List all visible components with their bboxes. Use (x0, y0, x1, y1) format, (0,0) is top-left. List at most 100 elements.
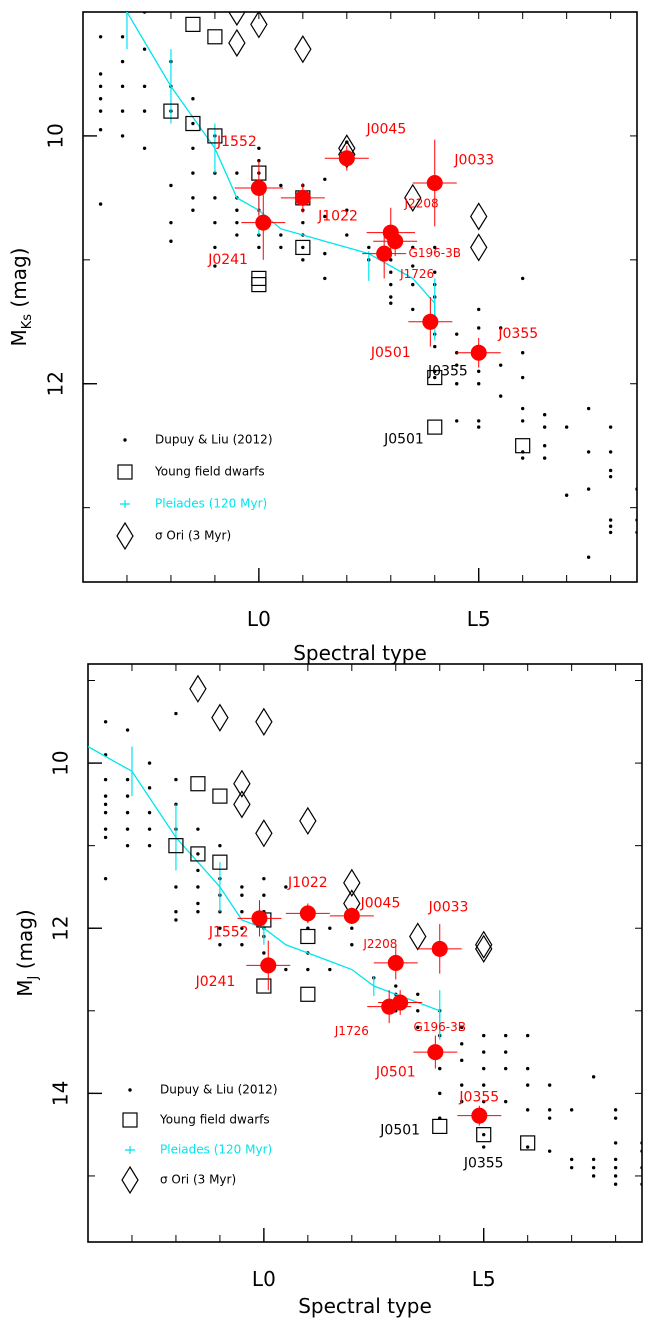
field-dwarf-point (213, 264, 217, 268)
field-dwarf-point (640, 1141, 642, 1145)
sigma-ori-diamond (233, 769, 251, 798)
field-dwarf-point (103, 794, 108, 798)
field-dwarf-point (608, 474, 613, 479)
target-label: J0355 (497, 326, 538, 342)
young-field-dwarf-square (295, 239, 311, 256)
field-dwarf-point (257, 245, 261, 250)
legend-label: Pleiades (120 Myr) (155, 497, 267, 511)
field-dwarf-point (455, 363, 459, 367)
field-dwarf-point (196, 885, 200, 889)
field-dwarf-point (591, 1157, 596, 1162)
field-dwarf-point (218, 843, 222, 848)
plot-frame (87, 663, 643, 1243)
sigma-ori-diamond (189, 674, 207, 703)
field-dwarf-point (411, 307, 415, 312)
field-dwarf-point (613, 1157, 618, 1162)
field-dwarf-point (142, 47, 147, 51)
field-dwarf-point (394, 984, 398, 988)
field-dwarf-point (142, 109, 147, 113)
field-dwarf-point (218, 926, 222, 930)
field-dwarf-point (240, 943, 244, 947)
target-point (427, 1044, 444, 1061)
field-dwarf-point (477, 382, 481, 386)
field-dwarf-point (147, 786, 152, 790)
target-point (299, 905, 316, 922)
field-dwarf-point (147, 827, 152, 831)
field-dwarf-point (284, 967, 288, 972)
target-label: J0241 (195, 974, 236, 990)
target-label: J2208 (362, 937, 397, 951)
field-dwarf-point (98, 202, 103, 206)
field-dwarf-point (477, 419, 481, 423)
field-dwarf-point (279, 183, 283, 188)
sigma-ori-diamond (475, 930, 493, 959)
field-dwarf-point (125, 810, 130, 815)
x-axis-label: Spectral type (293, 641, 427, 665)
target-label: J0045 (365, 122, 406, 138)
field-dwarf-point (542, 456, 547, 460)
field-dwarf-point (125, 777, 130, 782)
field-dwarf-point (301, 245, 305, 250)
field-dwarf-point (235, 220, 239, 225)
target-point (338, 150, 355, 167)
field-dwarf-point (455, 419, 459, 423)
field-dwarf-point (433, 375, 437, 380)
target-point (431, 940, 448, 957)
field-dwarf-point (482, 1145, 486, 1149)
field-dwarf-point (147, 843, 152, 848)
y-axis-label-unit: (mag) (13, 909, 37, 975)
field-dwarf-point (477, 425, 481, 429)
field-dwarf-point (213, 245, 217, 250)
field-dwarf-point (120, 109, 125, 113)
target-label: J0045 (360, 895, 401, 911)
field-dwarf-point (520, 276, 525, 281)
target-point (251, 910, 268, 927)
target-point (422, 313, 439, 330)
field-dwarf-point (542, 413, 547, 417)
field-dwarf-point (525, 1033, 530, 1038)
field-dwarf-point (482, 1050, 486, 1054)
legend-label: Young field dwarfs (159, 1113, 270, 1127)
target-label: J0033 (453, 153, 494, 169)
field-dwarf-point (328, 926, 332, 930)
field-dwarf-point (196, 901, 200, 906)
field-dwarf-point (121, 0, 124, 1)
young-field-dwarf-square (256, 978, 272, 994)
x-tick-label: L5 (467, 607, 491, 631)
target-point (426, 175, 443, 191)
field-dwarf-point (169, 239, 173, 243)
young-field-dwarf-square (427, 419, 443, 435)
field-dwarf-point (235, 233, 239, 237)
field-dwarf-point (174, 711, 178, 716)
target-label: G196-3B (409, 246, 461, 260)
legend-label: Dupuy & Liu (2012) (155, 433, 273, 447)
plot-area (98, 0, 637, 559)
field-dwarf-point (525, 1083, 530, 1087)
field-dwarf-point (103, 827, 108, 831)
field-dwarf-point (498, 394, 503, 398)
young-field-dwarf-square (168, 838, 184, 854)
field-dwarf-point (262, 876, 266, 881)
field-dwarf-point (191, 121, 195, 126)
field-dwarf-point (411, 264, 415, 268)
field-dwarf-point (103, 876, 108, 881)
x-axis-label: Spectral type (298, 1294, 432, 1318)
field-dwarf-point (350, 926, 354, 930)
field-dwarf-point (306, 967, 310, 972)
legend-label: Pleiades (120 Myr) (160, 1143, 272, 1157)
field-dwarf-point (613, 1141, 618, 1145)
field-dwarf-point (608, 468, 613, 473)
young-field-dwarf-square (300, 928, 316, 945)
field-dwarf-point (169, 220, 173, 225)
young-field-dwarf-square (251, 277, 267, 293)
field-dwarf-point (301, 220, 305, 225)
young-field-dwarf-square (212, 854, 228, 870)
field-dwarf-point (240, 885, 244, 889)
pleiades-sequence (125, 12, 436, 328)
field-dwarf-point (503, 1050, 508, 1054)
field-dwarf-point (564, 425, 569, 429)
field-dwarf-point (323, 251, 327, 256)
field-dwarf-point (460, 1058, 464, 1063)
young-field-dwarf-square (520, 1135, 536, 1151)
field-dwarf-point (520, 456, 525, 460)
